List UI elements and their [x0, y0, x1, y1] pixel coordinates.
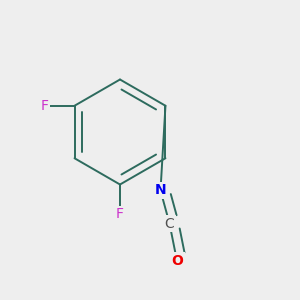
Text: C: C [165, 217, 174, 230]
Text: N: N [155, 184, 166, 197]
Text: F: F [40, 99, 49, 113]
Text: F: F [116, 208, 124, 221]
Text: O: O [171, 254, 183, 268]
